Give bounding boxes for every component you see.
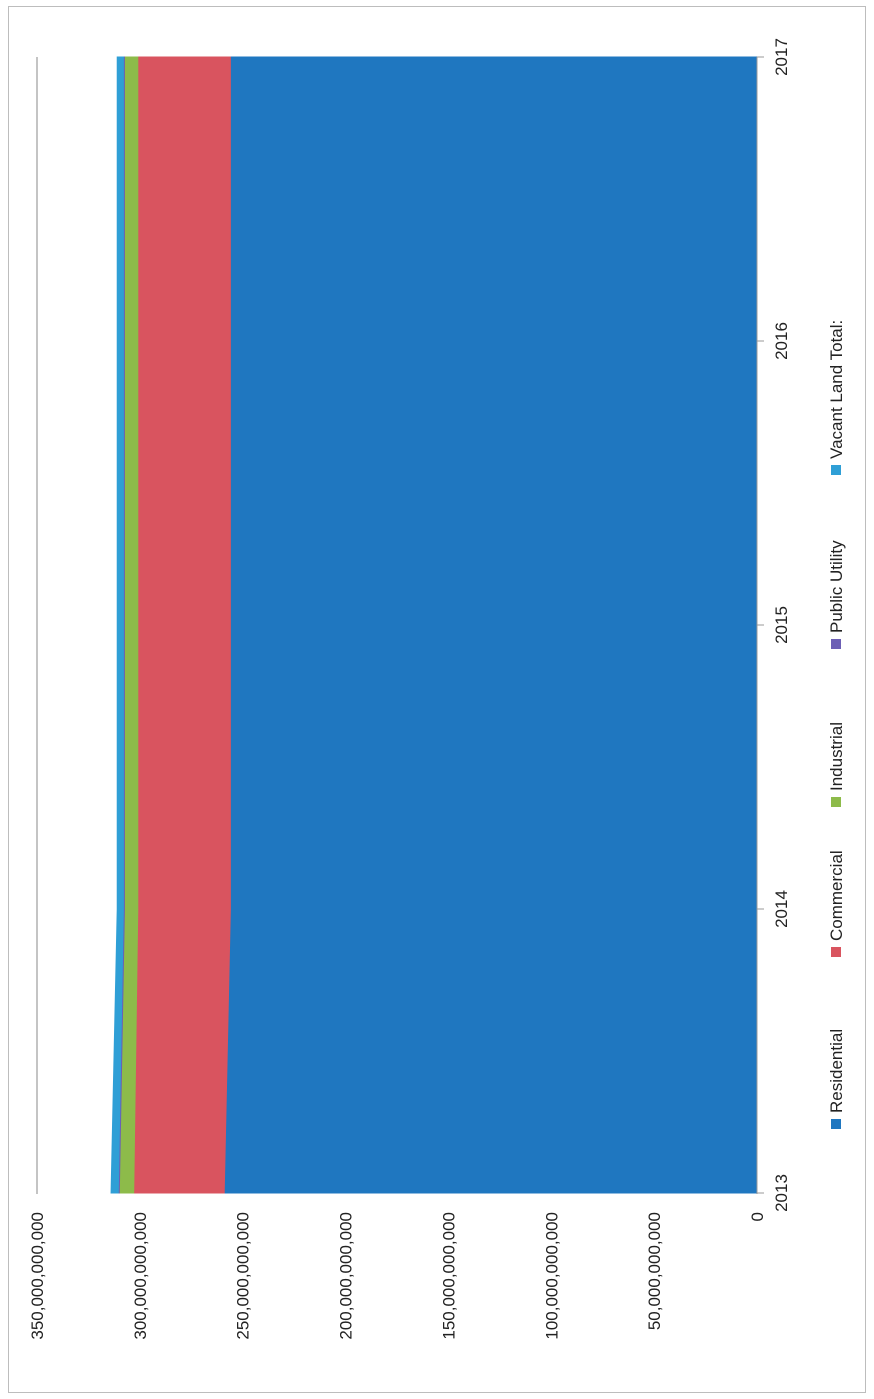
y-tick-label: 100,000,000,000 — [542, 1212, 561, 1340]
y-tick-label: 150,000,000,000 — [439, 1212, 458, 1340]
legend: Residential Commercial Industrial Public Ut… — [827, 320, 846, 1129]
x-tick-label: 2014 — [772, 890, 791, 928]
area-series — [110, 56, 758, 1194]
legend-label-industrial: Industrial — [827, 722, 846, 791]
y-tick-label: 0 — [748, 1212, 767, 1221]
area-residential — [223, 56, 758, 1194]
x-tick-label: 2015 — [772, 606, 791, 644]
legend-label-vacant-land-total: Vacant Land Total: — [827, 320, 846, 459]
x-tick-label: 2013 — [772, 1174, 791, 1212]
legend-swatch-residential — [831, 1119, 841, 1129]
y-tick-label: 50,000,000,000 — [645, 1212, 664, 1330]
stacked-area-chart: 2013 2014 2015 2016 2017 0 50,000,000,000 100,… — [28, 38, 846, 1340]
x-tick-label: 2017 — [772, 38, 791, 76]
legend-label-commercial: Commercial — [827, 850, 846, 941]
legend-swatch-public-utility — [831, 639, 841, 649]
area-vacant-land-total — [110, 56, 124, 1194]
area-commercial — [133, 56, 231, 1194]
legend-swatch-commercial — [831, 947, 841, 957]
legend-swatch-vacant-land-total — [831, 465, 841, 475]
y-tick-label: 250,000,000,000 — [234, 1212, 253, 1340]
x-tick-label: 2016 — [772, 322, 791, 360]
y-tick-label: 300,000,000,000 — [131, 1212, 150, 1340]
legend-label-residential: Residential — [827, 1029, 846, 1113]
chart-frame: 2013 2014 2015 2016 2017 0 50,000,000,000 100,… — [8, 6, 866, 1393]
legend-swatch-industrial — [831, 797, 841, 807]
y-tick-label: 200,000,000,000 — [337, 1212, 356, 1340]
y-tick-label: 350,000,000,000 — [28, 1212, 47, 1340]
legend-label-public-utility: Public Utility — [827, 540, 846, 633]
y-axis-ticks: 0 50,000,000,000 100,000,000,000 150,000,00… — [28, 1212, 767, 1340]
x-axis-ticks: 2013 2014 2015 2016 2017 — [757, 38, 791, 1212]
